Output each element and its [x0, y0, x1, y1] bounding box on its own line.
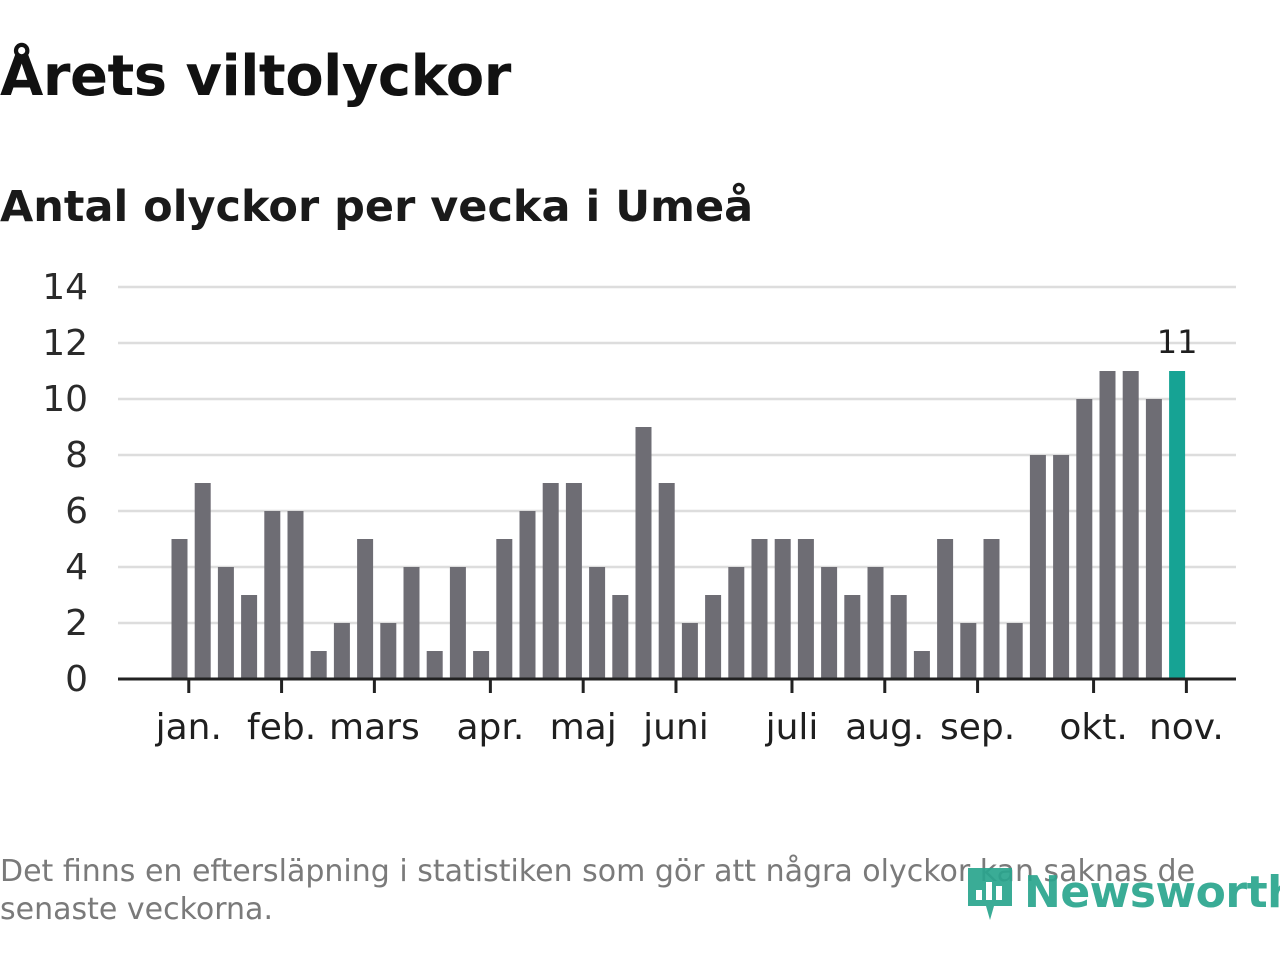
x-tick-label: mars — [329, 707, 420, 748]
y-tick-label: 2 — [65, 603, 88, 644]
x-axis: jan. feb. mars apr. maj juni juli aug. sep. okt. n… — [118, 677, 1236, 748]
x-tick-label: juni — [642, 707, 709, 748]
bar — [589, 567, 606, 679]
x-tick-label: feb. — [247, 707, 316, 748]
bar — [519, 511, 536, 679]
bar — [473, 651, 490, 679]
y-tick-label: 6 — [65, 491, 88, 532]
bar — [681, 623, 698, 679]
bar — [705, 595, 722, 679]
bar — [380, 623, 397, 679]
newsworthy-logo: Newsworthy — [964, 860, 1280, 924]
bar — [612, 595, 629, 679]
bar — [426, 651, 443, 679]
bar — [728, 567, 745, 679]
bar — [960, 623, 977, 679]
bar — [774, 539, 791, 679]
bar — [751, 539, 768, 679]
x-tick-label: apr. — [456, 707, 524, 748]
bar — [565, 483, 582, 679]
x-tick-label: juli — [765, 707, 819, 748]
logo-text: Newsworthy — [1024, 866, 1280, 918]
bar — [844, 595, 861, 679]
y-tick-label: 12 — [42, 323, 88, 364]
bar — [241, 595, 258, 679]
data-labels: 11 — [1157, 323, 1198, 361]
bars — [171, 371, 1186, 679]
x-tick-label: jan. — [155, 707, 222, 748]
bar-chart-icon — [968, 868, 1012, 920]
y-tick-label: 8 — [65, 435, 88, 476]
bar — [983, 539, 1000, 679]
bar — [542, 483, 559, 679]
bar — [1006, 623, 1023, 679]
bar — [357, 539, 374, 679]
bar — [1122, 371, 1139, 679]
y-tick-label: 10 — [42, 379, 88, 420]
bar — [1169, 371, 1186, 679]
bar — [264, 511, 281, 679]
x-tick-label: maj — [550, 707, 617, 748]
x-tick-label: aug. — [845, 707, 924, 748]
bar — [1029, 455, 1046, 679]
bar — [937, 539, 954, 679]
bar — [217, 567, 234, 679]
chart-title: Årets viltolyckor — [0, 44, 511, 109]
bar — [310, 651, 327, 679]
y-tick-label: 4 — [65, 547, 88, 588]
x-tick-label: okt. — [1059, 707, 1127, 748]
bar — [1053, 455, 1070, 679]
bar — [867, 567, 884, 679]
bar — [171, 539, 188, 679]
y-tick-label: 14 — [42, 267, 88, 308]
chart-subtitle: Antal olyckor per vecka i Umeå — [0, 182, 754, 232]
bar — [890, 595, 907, 679]
bar — [913, 651, 930, 679]
bar — [1145, 399, 1162, 679]
bar — [403, 567, 420, 679]
bar — [333, 623, 350, 679]
y-axis-ticks: 0 2 4 6 8 10 12 14 — [42, 267, 88, 700]
bar — [449, 567, 466, 679]
x-tick-label: sep. — [940, 707, 1015, 748]
bar — [635, 427, 652, 679]
bar — [1099, 371, 1116, 679]
bar — [194, 483, 211, 679]
bar — [658, 483, 675, 679]
gridlines — [118, 285, 1236, 625]
highlight-data-label: 11 — [1157, 323, 1198, 361]
x-tick-label: nov. — [1149, 707, 1224, 748]
bar — [287, 511, 304, 679]
bar — [1076, 399, 1093, 679]
bar — [821, 567, 838, 679]
bar-chart: 0 2 4 6 8 10 12 14 jan. feb. mars apr. maj juni juli a… — [42, 267, 1236, 748]
y-tick-label: 0 — [65, 659, 88, 700]
bar — [496, 539, 513, 679]
bar — [797, 539, 814, 679]
